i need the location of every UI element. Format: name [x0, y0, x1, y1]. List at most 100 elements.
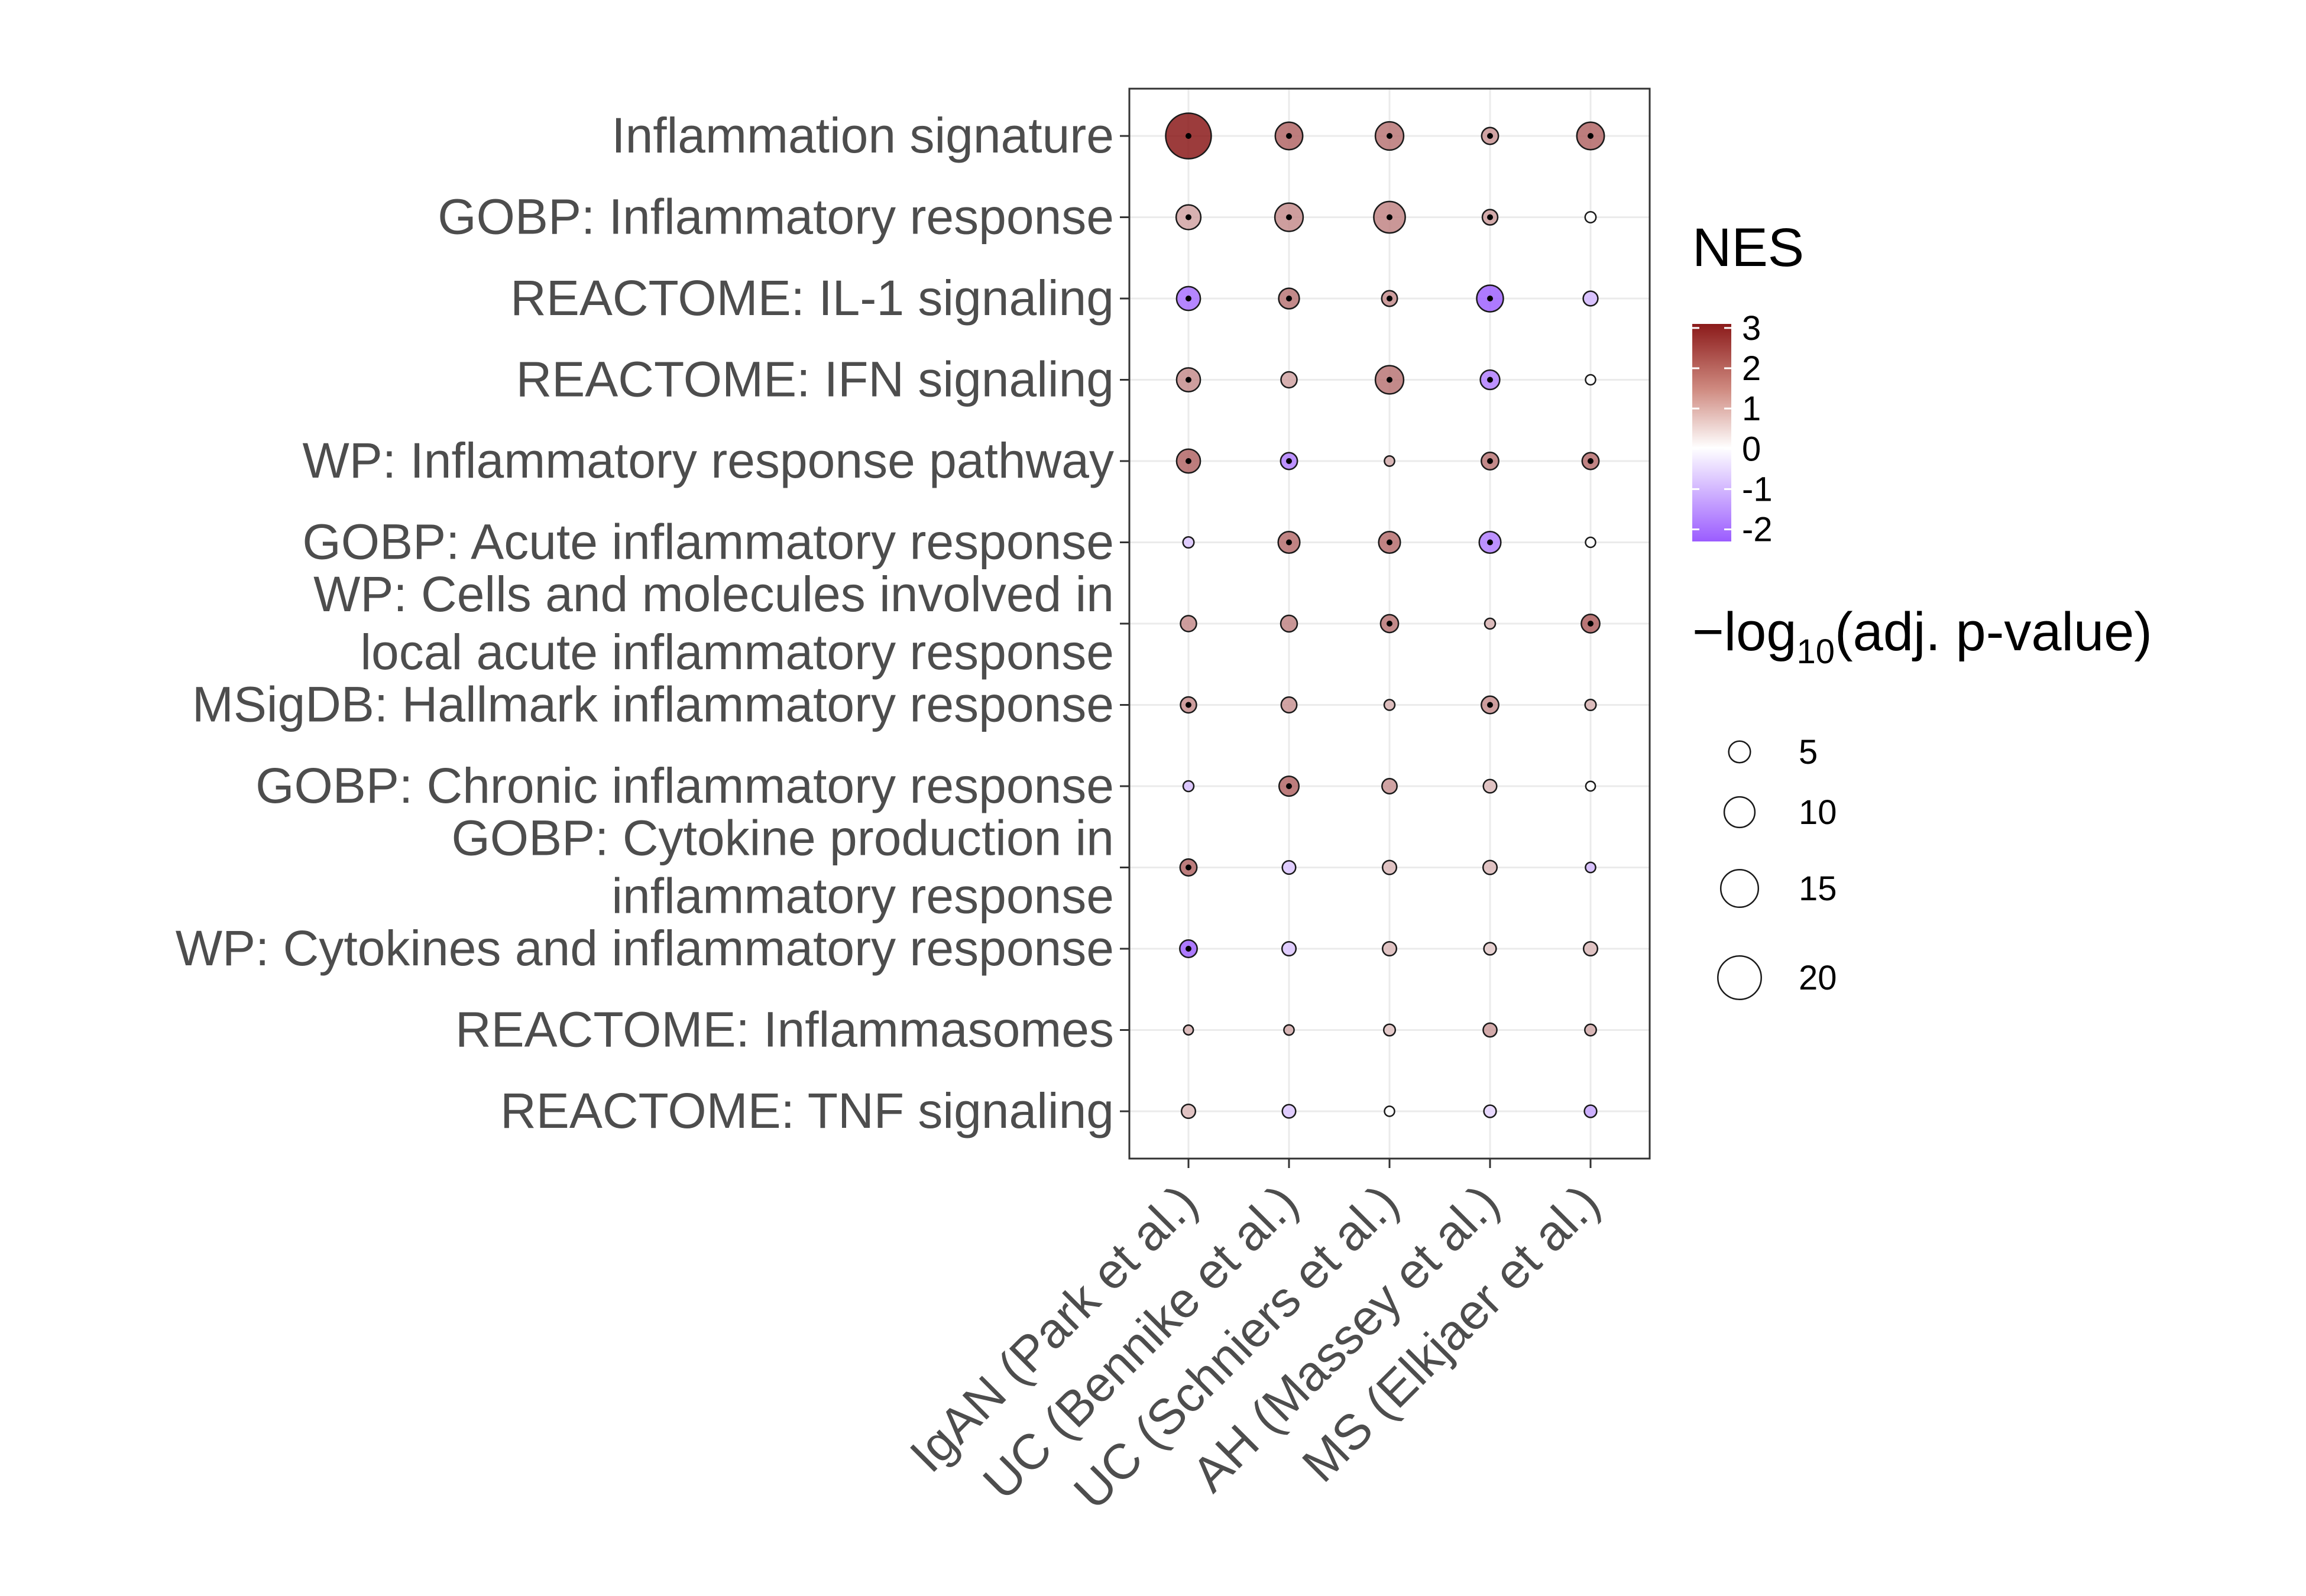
significance-marker — [1487, 133, 1493, 139]
nes-tick-label: 3 — [1742, 309, 1761, 348]
size-key-circle — [1719, 868, 1760, 909]
significance-marker — [1588, 133, 1594, 139]
significance-marker — [1186, 946, 1191, 952]
nes-tick-label: 2 — [1742, 349, 1761, 388]
data-points — [1165, 112, 1605, 1120]
y-tick-label-gobp-inflammatory-response: GOBP: Inflammatory response — [438, 189, 1114, 245]
significance-marker — [1387, 377, 1392, 383]
significance-marker — [1387, 133, 1392, 139]
dot-r10-c2 — [1381, 940, 1398, 957]
dot-r8-c2 — [1381, 778, 1398, 794]
significance-marker — [1387, 214, 1392, 220]
significance-marker — [1387, 296, 1392, 301]
y-tick-label-inflammation-signature: Inflammation signature — [611, 108, 1114, 163]
y-tick-label-reactome-ifn-signaling: REACTOME: IFN signaling — [516, 352, 1114, 407]
dot-r12-c3 — [1483, 1104, 1497, 1118]
y-tick-label-wp-cells-and-molecules-involved-in-local-acute-inflammatory-response: WP: Cells and molecules involved in local… — [313, 566, 1114, 680]
y-tick-label-line: REACTOME: TNF signaling — [500, 1083, 1114, 1138]
y-tick-label-line: WP: Cytokines and inflammatory response — [176, 920, 1114, 976]
significance-marker — [1186, 214, 1191, 220]
significance-marker — [1588, 621, 1594, 627]
dot-r6-c1 — [1280, 614, 1298, 633]
dot-r11-c1 — [1283, 1024, 1295, 1036]
size-legend-title-subscript: 10 — [1797, 632, 1835, 671]
dot-r11-c4 — [1584, 1023, 1597, 1037]
y-tick-label-line: REACTOME: IFN signaling — [516, 352, 1114, 407]
dot-r9-c3 — [1482, 859, 1498, 875]
dot-r12-c0 — [1180, 1103, 1197, 1120]
size-legend-keys: 5 10 15 20 — [1717, 733, 1837, 1000]
significance-marker — [1487, 458, 1493, 464]
y-tick-label-reactome-inflammasomes: REACTOME: Inflammasomes — [455, 1002, 1114, 1057]
y-tick-label-line: GOBP: Chronic inflammatory response — [255, 758, 1114, 813]
significance-marker — [1286, 296, 1292, 301]
nes-tick-label: -1 — [1742, 470, 1773, 508]
dot-r3-c1 — [1280, 371, 1298, 389]
nes-color-bar — [1692, 324, 1731, 541]
dot-r8-c3 — [1482, 778, 1498, 794]
size-legend-title: −log10(adj. p-value) — [1692, 602, 2152, 671]
significance-marker — [1286, 133, 1292, 139]
dot-r5-c4 — [1585, 536, 1596, 549]
y-tick-label-gobp-cytokine-production-in-inflammatory-response: GOBP: Cytokine production in inflammatory… — [451, 810, 1114, 924]
dot-r7-c2 — [1383, 699, 1396, 711]
significance-marker — [1186, 864, 1191, 871]
dot-r10-c1 — [1281, 940, 1297, 957]
dot-r3-c4 — [1585, 374, 1596, 386]
significance-marker — [1286, 539, 1292, 546]
dot-r11-c2 — [1382, 1023, 1397, 1037]
size-key-label: 5 — [1799, 733, 1818, 771]
dot-r9-c2 — [1381, 859, 1398, 875]
size-legend-title-prefix: −log — [1692, 602, 1797, 662]
dot-r11-c0 — [1183, 1024, 1194, 1036]
size-legend-title-body: (adj. p-value) — [1835, 602, 2152, 662]
nes-tick-label: -2 — [1742, 511, 1773, 549]
significance-marker — [1487, 702, 1493, 708]
dot-r10-c3 — [1483, 942, 1497, 956]
dot-r6-c0 — [1180, 615, 1197, 632]
y-tick-label-line: Inflammation signature — [611, 108, 1114, 163]
dot-r12-c1 — [1281, 1104, 1297, 1119]
size-key-label: 10 — [1799, 793, 1837, 832]
size-key-circle — [1728, 740, 1751, 764]
dot-r11-c3 — [1482, 1022, 1498, 1038]
significance-marker — [1186, 702, 1191, 708]
significance-marker — [1186, 133, 1191, 139]
dot-r2-c4 — [1582, 290, 1599, 307]
size-key-label: 15 — [1799, 870, 1837, 908]
dot-r5-c0 — [1182, 536, 1195, 549]
significance-marker — [1186, 377, 1191, 383]
y-tick-label-line: GOBP: Cytokine production in — [451, 810, 1114, 866]
significance-marker — [1286, 783, 1292, 789]
significance-marker — [1186, 458, 1191, 464]
significance-marker — [1487, 377, 1493, 383]
dot-r1-c4 — [1584, 211, 1597, 223]
significance-marker — [1487, 539, 1493, 546]
dot-r12-c4 — [1583, 1104, 1598, 1118]
dot-r10-c4 — [1582, 940, 1599, 957]
y-tick-label-wp-cytokines-and-inflammatory-response: WP: Cytokines and inflammatory response — [176, 920, 1114, 976]
dot-r4-c2 — [1384, 455, 1395, 467]
y-tick-label-msigdb-hallmark-inflammatory-response: MSigDB: Hallmark inflammatory response — [192, 677, 1114, 732]
dot-r7-c4 — [1584, 698, 1597, 712]
y-tick-label-line: WP: Inflammatory response pathway — [302, 433, 1114, 488]
nes-tick-label: 0 — [1742, 430, 1761, 468]
y-tick-label-gobp-acute-inflammatory-response: GOBP: Acute inflammatory response — [302, 514, 1114, 570]
y-tick-label-reactome-tnf-signaling: REACTOME: TNF signaling — [500, 1083, 1114, 1138]
nes-tick-label: 1 — [1742, 390, 1761, 428]
dot-r9-c4 — [1585, 861, 1596, 874]
y-tick-label-line: REACTOME: IL-1 signaling — [510, 270, 1114, 326]
y-tick-label-line: local acute inflammatory response — [360, 624, 1114, 680]
significance-marker — [1286, 214, 1292, 220]
y-tick-label-wp-inflammatory-response-pathway: WP: Inflammatory response pathway — [302, 433, 1114, 488]
size-key-circle — [1717, 955, 1762, 1000]
axes: Inflammation signature GOBP: Inflammatory… — [176, 108, 1610, 1520]
y-tick-label-line: inflammatory response — [611, 868, 1114, 924]
significance-marker — [1487, 296, 1493, 301]
y-tick-label-line: REACTOME: Inflammasomes — [455, 1002, 1114, 1057]
dot-r6-c3 — [1484, 617, 1497, 630]
